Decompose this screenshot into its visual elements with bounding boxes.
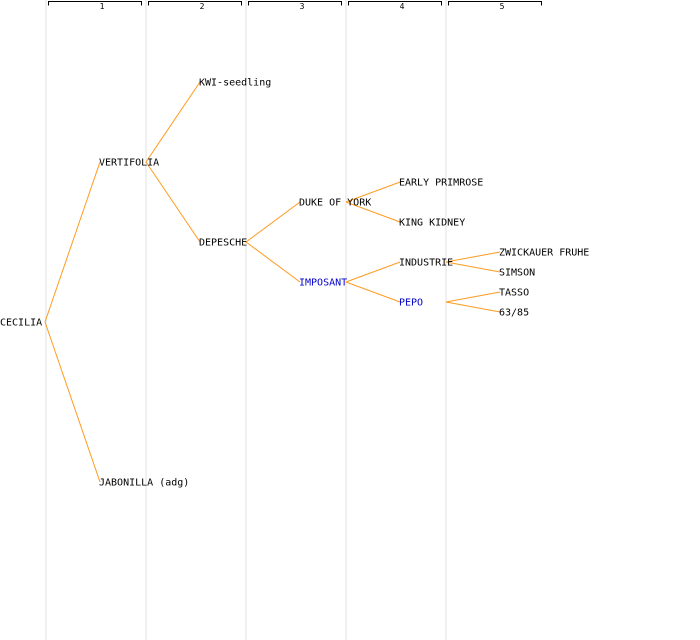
generation-number-5: 5 [500,2,505,11]
node-zwickauer-fruhe[interactable]: ZWICKAUER FRUHE [499,248,589,259]
generation-guide-2 [145,0,147,640]
node-early-primrose[interactable]: EARLY PRIMROSE [399,178,483,189]
generation-header: 1 2 3 4 5 [48,1,542,11]
generation-guide-3 [245,0,247,640]
pedigree-edges [44,81,501,483]
pedigree-nodes: CECILIA VERTIFOLIA JABONILLA (adg) KWI-s… [0,78,589,489]
node-jabonilla[interactable]: JABONILLA (adg) [99,478,189,489]
edge-depesche-imposant [245,241,301,283]
edge-vertifolia-depesche [145,161,201,243]
generation-guide-4 [345,0,347,640]
generation-bracket-4 [348,1,442,6]
generation-bracket-3 [248,1,342,6]
edge-pepo-63-85 [445,301,501,313]
node-kwi-seedling[interactable]: KWI-seedling [199,78,271,89]
node-industrie[interactable]: INDUSTRIE [399,258,453,269]
node-pepo[interactable]: PEPO [399,298,423,309]
node-king-kidney[interactable]: KING KIDNEY [399,218,465,229]
edge-duke-king-kidney [345,201,401,223]
edge-pepo-tasso [445,291,501,303]
node-tasso[interactable]: TASSO [499,288,529,299]
generation-number-2: 2 [200,2,205,11]
node-simson[interactable]: SIMSON [499,268,535,279]
generation-bracket-2 [148,1,242,6]
edge-industrie-zwickauer [445,251,501,263]
edge-imposant-industrie [345,261,401,283]
edge-industrie-simson [445,261,501,273]
generation-number-1: 1 [100,2,105,11]
edge-depesche-duke-of-york [245,201,301,243]
generation-number-4: 4 [400,2,405,11]
edge-duke-early-primrose [345,181,401,203]
node-cecilia[interactable]: CECILIA [0,318,42,329]
edge-cecilia-vertifolia [44,161,101,323]
node-depesche[interactable]: DEPESCHE [199,238,247,249]
generation-number-3: 3 [300,2,305,11]
edge-vertifolia-kwi-seedling [145,81,201,163]
generation-guides [45,0,447,640]
generation-bracket-1 [48,1,142,6]
edge-cecilia-jabonilla [44,321,101,483]
edge-imposant-pepo [345,281,401,303]
generation-bracket-5 [448,1,542,6]
node-vertifolia[interactable]: VERTIFOLIA [99,158,159,169]
generation-guide-5 [445,0,447,640]
node-imposant[interactable]: IMPOSANT [299,278,347,289]
node-duke-of-york[interactable]: DUKE OF YORK [299,198,371,209]
node-63-85[interactable]: 63/85 [499,308,529,319]
